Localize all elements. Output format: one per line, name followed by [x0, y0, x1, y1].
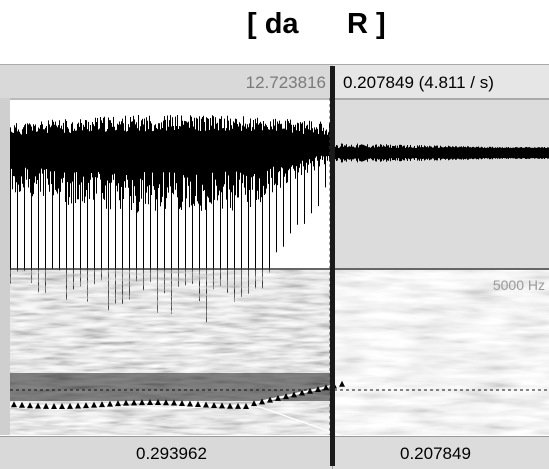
pitch-mark	[235, 402, 241, 409]
waveform-selection-bg	[330, 98, 549, 268]
pitch-mark	[83, 402, 89, 409]
interval-left-duration: 0.293962	[136, 444, 207, 463]
max-frequency-label: 5000 Hz	[493, 277, 545, 293]
cursor-time-readout: 12.723816	[245, 73, 326, 92]
pitch-mark	[251, 400, 257, 407]
sound-editor-view[interactable]: 5000 Hz	[10, 98, 549, 435]
pitch-mark	[123, 399, 129, 406]
pitch-mark	[19, 401, 25, 408]
interval-right[interactable]: 0.207849	[333, 437, 549, 469]
pitch-mark	[339, 380, 345, 387]
pitch-marks	[11, 380, 345, 409]
pitch-mark	[139, 399, 145, 406]
pitch-mark	[99, 401, 105, 408]
pitch-mark	[275, 394, 281, 401]
pitch-mark	[307, 387, 313, 394]
pitch-mark	[163, 399, 169, 406]
pitch-mark	[203, 401, 209, 408]
waveform-trace	[10, 115, 549, 323]
pitch-mark	[75, 402, 81, 409]
pitch-mark	[243, 402, 249, 409]
pitch-mark	[315, 386, 321, 393]
pitch-mark	[179, 399, 185, 406]
pitch-mark	[299, 389, 305, 396]
pitch-mark	[147, 399, 153, 406]
pitch-mark	[131, 399, 137, 406]
pitch-track	[10, 381, 347, 407]
segment-boundary-line[interactable]	[330, 66, 335, 466]
left-margin	[0, 98, 10, 435]
pitch-mark	[323, 384, 329, 391]
pitch-mark	[219, 402, 225, 409]
pitch-mark	[283, 393, 289, 400]
pitch-mark	[259, 398, 265, 405]
pitch-mark	[195, 400, 201, 407]
time-ruler-bottom[interactable]: 0.293962 0.207849	[0, 436, 549, 469]
spectrogram-left	[10, 270, 330, 435]
intensity-track	[10, 404, 342, 435]
interval-left[interactable]: 0.293962	[0, 437, 333, 469]
pitch-mark	[59, 402, 65, 409]
pitch-mark	[35, 402, 41, 409]
segment-label-da: [ da	[247, 8, 299, 40]
pitch-mark	[155, 399, 161, 406]
pitch-mark	[211, 401, 217, 408]
pitch-mark	[27, 402, 33, 409]
waveform	[10, 115, 549, 323]
pitch-mark	[267, 396, 273, 403]
pitch-mark	[107, 400, 113, 407]
segment-label-r: R ]	[347, 8, 386, 40]
pitch-mark	[11, 401, 17, 408]
pitch-mark	[67, 402, 73, 409]
selection-duration-readout: 0.207849 (4.811 / s)	[343, 73, 494, 92]
pitch-mark	[51, 402, 57, 409]
pitch-mark	[43, 402, 49, 409]
time-ruler-top[interactable]: 12.723816 0.207849 (4.811 / s)	[0, 64, 549, 100]
pitch-mark	[187, 400, 193, 407]
pitch-mark	[291, 391, 297, 398]
pitch-mark	[115, 400, 121, 407]
spectrogram-right	[332, 270, 549, 435]
interval-right-duration: 0.207849	[400, 444, 471, 463]
selection-highlight	[333, 65, 549, 99]
pitch-mark	[91, 401, 97, 408]
pitch-mark	[227, 402, 233, 409]
pitch-mark	[171, 399, 177, 406]
